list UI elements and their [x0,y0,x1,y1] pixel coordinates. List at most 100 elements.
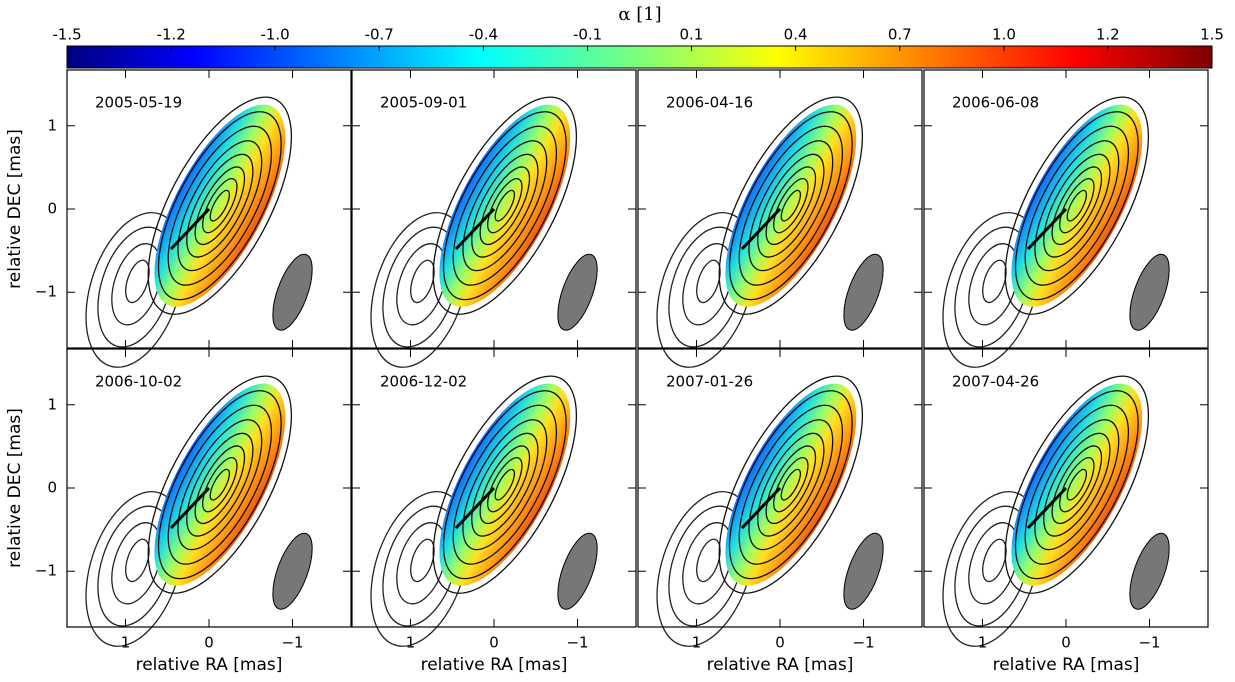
contour [432,96,578,315]
contour [147,375,293,594]
contour [728,390,853,580]
panel-title: 2006-04-16 [666,94,753,112]
beam [1129,253,1170,331]
colorbar-tick-label: -1.0 [260,26,289,44]
contour [471,153,539,258]
colorbar-tick-label: 0.1 [679,26,703,44]
panel: 2005-09-01 [351,69,637,368]
colorbar-title: α [1] [618,4,661,25]
contour [462,140,548,272]
y-tick-label: 0 [47,200,57,218]
contour [728,111,853,301]
beam [843,532,884,610]
contour [1024,125,1130,286]
contour [442,111,567,301]
spectral-map [439,383,571,586]
spectral-map [725,104,857,307]
contour [167,404,273,565]
panel: 2007-04-26 1 0 −1 relative RA [mas] [923,348,1209,675]
jet-axis [740,486,782,530]
x-tick-label: 1 [121,634,131,652]
jet-axis [1026,207,1068,251]
contour [452,404,558,565]
contour [773,178,809,234]
x-axis-label: relative RA [mas] [136,655,283,675]
contour [738,125,844,286]
beam [272,253,313,331]
colorbar-tick-label: -0.7 [365,26,394,44]
contour [757,432,825,537]
contour [1034,419,1120,551]
panel: 2007-01-26 1 0 −1 relative RA [mas] [637,348,923,675]
colorbar-tick-label: 1.2 [1096,26,1120,44]
x-axis-label: relative RA [mas] [707,655,854,675]
contour [157,390,282,580]
colorbar-tick-label: -0.1 [573,26,602,44]
lobe-contour [982,259,1007,304]
lobe-contour [410,538,435,583]
lobe-contour [696,538,721,583]
colorbar [66,45,1213,69]
lobe-contour [125,259,150,304]
x-tick-label: 0 [204,634,214,652]
beam [843,253,884,331]
contour [757,153,825,258]
contour [765,166,817,246]
contour [157,111,282,301]
contour [202,178,238,234]
contour [147,96,293,315]
contour [718,96,864,315]
panel-title: 2006-10-02 [95,373,182,391]
x-tick-label: −1 [1138,634,1160,652]
contour [194,166,246,246]
x-tick-label: 1 [692,634,702,652]
colorbar-tick-label: 0.4 [784,26,808,44]
panel-title: 2006-12-02 [380,373,467,391]
x-tick-label: −1 [281,634,303,652]
contour [209,189,231,222]
x-tick-label: 0 [775,634,785,652]
x-tick-label: −1 [566,634,588,652]
lobe-contour [125,538,150,583]
jet-axis [169,207,211,251]
contour [1004,96,1150,315]
contour [748,140,834,272]
jet-axis [454,486,496,530]
spectral-map [154,104,286,307]
contour [442,390,567,580]
beam [557,532,598,610]
contour [1014,390,1139,580]
x-tick-label: −1 [852,634,874,652]
spectral-map [725,383,857,586]
panel: 2006-04-16 [637,69,923,368]
contour [177,140,263,272]
panel-title: 2007-04-26 [952,373,1039,391]
lobe-contour [410,259,435,304]
y-tick-label: 1 [47,116,57,134]
panel-title: 2006-06-08 [952,94,1039,112]
contour [765,445,817,525]
jet-axis [1026,486,1068,530]
x-tick-label: 0 [1061,634,1071,652]
panel: 2006-12-02 1 0 −1 relative RA [mas] [351,348,637,675]
beam [1129,532,1170,610]
contour [1014,111,1139,301]
colorbar-tick-label: -0.4 [469,26,498,44]
panel-title: 2005-09-01 [380,94,467,112]
contour [479,166,531,246]
colorbar-tick-label: -1.5 [52,26,81,44]
contour [487,457,523,513]
colorbar-tick-label: 0.7 [888,26,912,44]
spectral-map [439,104,571,307]
lobe-contour [982,538,1007,583]
contour [780,468,802,501]
panel-title: 2007-01-26 [666,373,753,391]
contour [186,153,254,258]
panel: 2005-05-19 1 0 −1 relative DEC [mas] [5,69,352,368]
contour [1051,166,1103,246]
contour [738,404,844,565]
spectral-map [1011,383,1143,586]
jet-axis [740,207,782,251]
y-tick-label: 0 [47,479,57,497]
